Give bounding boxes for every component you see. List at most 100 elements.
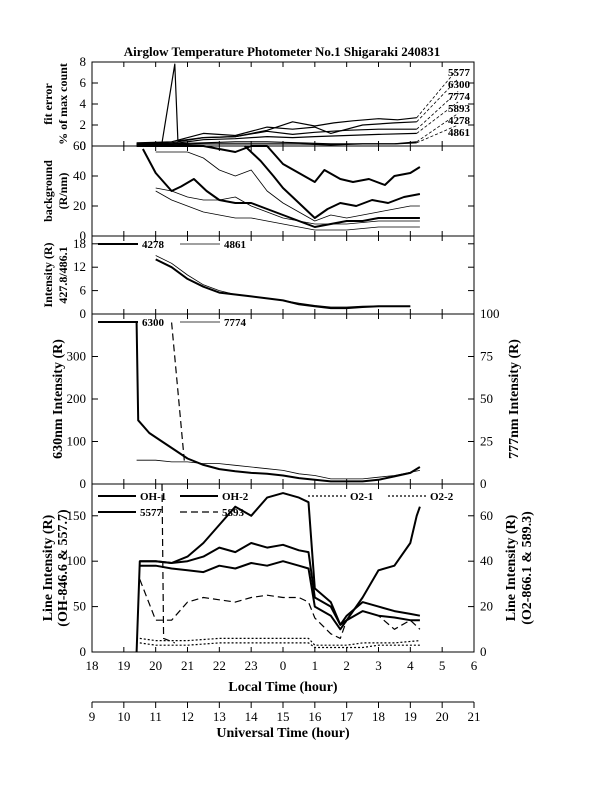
local-time-tick-label: 1 (312, 658, 319, 673)
series-bg-1 (136, 145, 421, 186)
y2-tick-label: 50 (480, 391, 493, 406)
series-6300 (136, 121, 417, 144)
series-5577 (136, 63, 417, 145)
legend: 4278 4861 (98, 239, 246, 251)
legend: OH-1 OH-2 O2-1 O2-2 5577 5893 (98, 491, 454, 519)
y-axis-label-2: 427.8/486.1 (56, 246, 70, 303)
series-7774 (136, 459, 420, 480)
legend-label-OH-2: OH-2 (222, 491, 249, 503)
y-axis-label: fit error (41, 83, 55, 125)
ut-tick-label: 16 (308, 709, 322, 724)
series-6300 (135, 322, 421, 483)
series-bg-2 (244, 145, 421, 219)
panel-intensity-4278-4861: 0 6 12 18 Intensity (R) 427.8/486.1 4278 4861 (41, 235, 475, 321)
y2-axis-label: 777nm Intensity (R) (507, 339, 522, 459)
legend-label-7774: 7774 (224, 317, 247, 329)
series-bg-3 (155, 151, 420, 222)
ut-tick-label: 20 (436, 709, 449, 724)
y2-tick-label: 20 (480, 599, 493, 614)
y-tick-label: 0 (80, 138, 87, 153)
y-tick-label: 6 (80, 283, 87, 298)
series-5893 (139, 579, 421, 640)
panel-background: 0 20 40 60 background (R/nm) (41, 138, 475, 243)
local-time-tick-label: 5 (439, 658, 446, 673)
y-tick-label: 300 (67, 349, 87, 364)
local-time-tick-label: 0 (280, 658, 287, 673)
series-4861 (136, 142, 417, 146)
y-axis-label: background (41, 160, 55, 222)
annotation-5893: 5893 (448, 103, 471, 115)
y2-tick-label: 75 (480, 349, 493, 364)
y2-tick-label: 100 (480, 306, 500, 321)
series-5577-dash (161, 483, 176, 644)
series-OH-1 (139, 542, 421, 626)
y2-tick-label: 40 (480, 553, 493, 568)
local-time-tick-label: 19 (117, 658, 130, 673)
y-tick-label: 12 (73, 259, 86, 274)
y-axis-label-2: % of max count (56, 63, 70, 145)
y-tick-label: 20 (73, 198, 86, 213)
y-axis-label-2: (OH-846.6 & 557.7) (56, 509, 71, 627)
y-tick-label: 150 (67, 508, 87, 523)
local-time-tick-label: 20 (149, 658, 162, 673)
legend-label-4278: 4278 (142, 239, 165, 251)
series-projection-7774 (416, 91, 459, 130)
y-tick-label: 40 (73, 168, 86, 183)
y-axis-label: Line Intensity (R) (41, 514, 56, 621)
local-time-tick-label: 22 (213, 658, 226, 673)
series-bg-4 (142, 148, 420, 228)
series-5577 (135, 492, 421, 653)
y2-tick-label: 60 (480, 508, 493, 523)
ut-tick-label: 12 (181, 709, 194, 724)
series-bg-5 (155, 187, 420, 225)
y-tick-label: 50 (73, 599, 86, 614)
ut-tick-label: 13 (213, 709, 226, 724)
y-tick-label: 18 (73, 236, 86, 251)
legend-label-O2-1: O2-1 (350, 491, 373, 503)
ut-tick-label: 11 (149, 709, 162, 724)
panel-frame (91, 313, 475, 485)
y2-tick-label: 0 (480, 644, 487, 659)
series-projection-4278 (416, 113, 459, 143)
ut-tick-label: 19 (404, 709, 417, 724)
annotation-6300: 6300 (448, 79, 471, 91)
legend-label-O2-2: O2-2 (430, 491, 454, 503)
legend: 6300 7774 (98, 317, 247, 329)
ut-axis-label: Universal Time (hour) (216, 726, 350, 741)
y-tick-label: 6 (80, 75, 87, 90)
y-axis-label: Intensity (R) (41, 242, 55, 307)
series-5893 (136, 132, 417, 145)
series-projection-4861 (416, 124, 459, 144)
ut-tick-label: 10 (117, 709, 130, 724)
series-O2-1 (139, 637, 420, 646)
series-projection-5893 (416, 101, 459, 134)
annotation-5577: 5577 (448, 67, 471, 79)
legend-label-4861: 4861 (224, 239, 246, 251)
y-axis-label-2: (R/nm) (56, 173, 70, 210)
series-bg-6 (155, 190, 420, 231)
y-axis-label: 630nm Intensity (R) (51, 339, 66, 459)
ut-tick-label: 15 (277, 709, 290, 724)
panel-fit-error: 0 2 4 6 8 fit error% of max count (41, 54, 475, 153)
local-time-tick-label: 18 (86, 658, 99, 673)
local-time-tick-label: 23 (245, 658, 258, 673)
y-tick-label: 100 (67, 553, 87, 568)
annotation-4278: 4278 (448, 115, 471, 127)
y-tick-label: 4 (80, 96, 87, 111)
y2-tick-label: 25 (480, 434, 493, 449)
local-time-axis-label: Local Time (hour) (228, 680, 337, 695)
series-6300-dash (171, 322, 185, 461)
y2-axis-label: Line Intensity (R) (504, 514, 519, 621)
legend-label-OH-1: OH-1 (140, 491, 166, 503)
y-tick-label: 0 (80, 228, 87, 243)
legend-label-5893: 5893 (222, 507, 245, 519)
y-tick-label: 100 (67, 434, 87, 449)
ut-tick-label: 21 (468, 709, 481, 724)
series-OH-2 (139, 560, 420, 631)
y-tick-label: 0 (80, 306, 87, 321)
ut-tick-label: 9 (89, 709, 96, 724)
